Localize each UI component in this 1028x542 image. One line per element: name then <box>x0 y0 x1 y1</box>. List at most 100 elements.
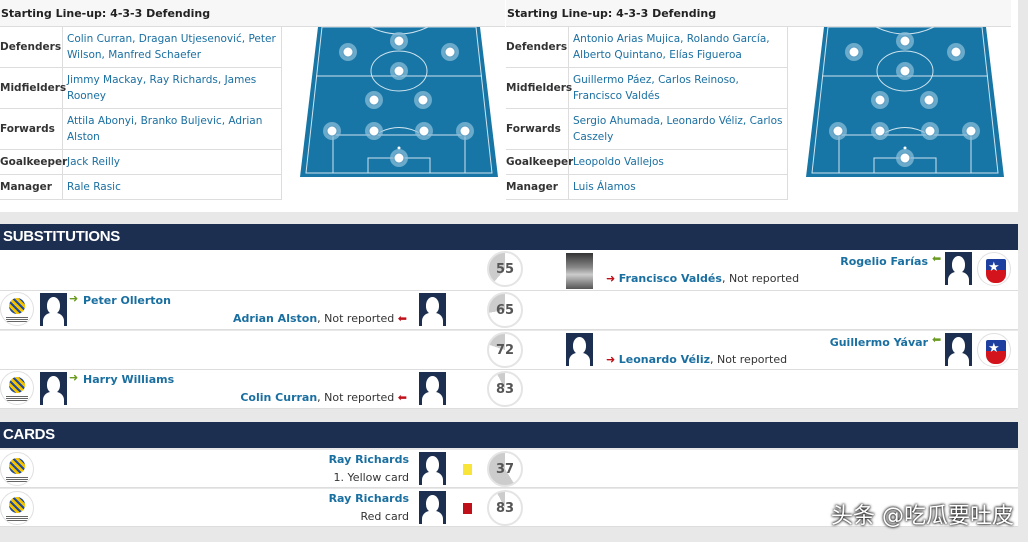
sub-out-arrow-icon: ⬅ <box>394 312 407 325</box>
pitch-field <box>806 27 1004 177</box>
player-names[interactable]: Attila Abonyi, Branko Buljevic, Adrian A… <box>67 115 263 143</box>
player-marker <box>899 152 911 164</box>
lineup-row-defenders: Defenders Antonio Arias Mujica, Rolando G… <box>506 27 787 68</box>
player-out-photo <box>419 372 446 405</box>
position-label: Defenders <box>506 27 569 67</box>
player-photo <box>419 491 446 524</box>
penalty-spot <box>903 146 907 150</box>
player-marker <box>393 65 405 77</box>
player-in-photo <box>945 252 972 285</box>
player-marker <box>874 125 886 137</box>
lineup-row-manager: Manager Luis Álamos <box>506 175 787 200</box>
sub-out-arrow-icon: ⬅ <box>394 391 407 404</box>
player-in-link[interactable]: Harry Williams <box>83 373 175 386</box>
sub-reason: , Not reported <box>710 353 788 366</box>
position-label: Goalkeeper <box>506 150 573 174</box>
player-marker <box>923 94 935 106</box>
home-team-logo <box>0 292 34 326</box>
lineup-row-goalkeeper: Goalkeeper Leopoldo Vallejos <box>506 150 787 175</box>
player-marker <box>326 125 338 137</box>
minute-clock: 37 <box>487 451 523 487</box>
formation-pitch <box>806 27 1004 177</box>
player-names[interactable]: Antonio Arias Mujica, Rolando García, Al… <box>573 33 770 61</box>
sub-reason: , Not reported <box>317 391 395 404</box>
player-out-photo <box>566 333 593 366</box>
lineups-section: Starting Line-up: 4-3-3 Defending Defend… <box>0 0 1018 212</box>
player-marker <box>899 65 911 77</box>
sub-out-arrow-icon: ➜ <box>606 353 619 366</box>
lineup-table: Defenders Colin Curran, Dragan Utjesenovi… <box>0 27 282 200</box>
lineup-title: Starting Line-up: 4-3-3 Defending <box>0 0 505 27</box>
player-names[interactable]: Leopoldo Vallejos <box>573 156 664 168</box>
player-marker <box>393 35 405 47</box>
lineup-row-forwards: Forwards Attila Abonyi, Branko Buljevic, … <box>0 109 281 150</box>
away-team-logo: ★ <box>977 252 1011 286</box>
player-names[interactable]: Sergio Ahumada, Leonardo Véliz, Carlos C… <box>573 115 783 143</box>
lineup-row-midfielders: Midfielders Guillermo Páez, Carlos Reinos… <box>506 68 787 109</box>
player-marker <box>417 94 429 106</box>
home-team-logo <box>0 491 34 525</box>
pitch-outline <box>811 27 999 174</box>
position-label: Goalkeeper <box>0 150 67 174</box>
lineup-table: Defenders Antonio Arias Mujica, Rolando G… <box>506 27 788 200</box>
sub-in-arrow-icon: ➜ <box>69 292 79 305</box>
lineup-row-manager: Manager Rale Rasic <box>0 175 281 200</box>
player-marker <box>342 46 354 58</box>
pitch-outline <box>305 27 493 174</box>
player-names[interactable]: Jimmy Mackay, Ray Richards, James Rooney <box>67 74 257 102</box>
player-link[interactable]: Ray Richards <box>328 453 409 466</box>
home-lineup: Starting Line-up: 4-3-3 Defending Defend… <box>0 0 505 210</box>
player-in-photo <box>40 372 67 405</box>
card-row: Ray Richards 1. Yellow card 37 <box>0 450 1018 488</box>
minute-clock: 72 <box>487 332 523 368</box>
card-icon <box>463 503 472 514</box>
player-marker <box>950 46 962 58</box>
minute-clock: 83 <box>487 490 523 526</box>
player-out-photo <box>566 253 593 289</box>
player-in-link[interactable]: Peter Ollerton <box>83 294 171 307</box>
player-marker <box>459 125 471 137</box>
player-names[interactable]: Jack Reilly <box>67 156 120 168</box>
position-label: Manager <box>0 175 63 199</box>
player-in-link[interactable]: Rogelio Farías <box>840 255 928 268</box>
substitution-row: 72 ➜ Leonardo Véliz, Not reported Guillerm… <box>0 331 1018 370</box>
player-out-link[interactable]: Colin Curran <box>240 391 318 404</box>
position-label: Midfielders <box>0 68 66 108</box>
player-marker <box>368 94 380 106</box>
player-names[interactable]: Colin Curran, Dragan Utjesenović, Peter … <box>67 33 276 61</box>
lineup-title: Starting Line-up: 4-3-3 Defending <box>506 0 1011 27</box>
player-out: Adrian Alston, Not reported ⬅ <box>233 312 407 325</box>
sub-reason: , Not reported <box>721 272 800 285</box>
substitutions-header: SUBSTITUTIONS <box>0 224 1018 250</box>
player-marker <box>924 125 936 137</box>
scrollbar[interactable] <box>1018 0 1028 542</box>
player-out-link[interactable]: Leonardo Véliz <box>618 353 711 366</box>
minute-clock: 83 <box>487 371 523 407</box>
player-in-link[interactable]: Guillermo Yávar <box>829 336 928 349</box>
lineup-row-midfielders: Midfielders Jimmy Mackay, Ray Richards, J… <box>0 68 281 109</box>
player-link[interactable]: Ray Richards <box>328 492 409 505</box>
card-row: Ray Richards Red card 83 <box>0 489 1018 527</box>
penalty-box <box>838 134 972 173</box>
player-photo <box>419 452 446 485</box>
player-out-link[interactable]: Adrian Alston <box>233 312 318 325</box>
penalty-spot <box>397 146 401 150</box>
sub-in-arrow-icon: ⬅ <box>932 252 942 265</box>
player-out: ➜ Leonardo Véliz, Not reported <box>606 353 787 366</box>
cards-header: CARDS <box>0 422 1018 448</box>
penalty-box <box>332 134 466 173</box>
minute-clock: 65 <box>487 292 523 328</box>
sub-in-arrow-icon: ⬅ <box>932 333 942 346</box>
center-circle <box>876 50 934 92</box>
player-names[interactable]: Rale Rasic <box>67 181 121 193</box>
player-marker <box>832 125 844 137</box>
player-marker <box>368 125 380 137</box>
player-marker <box>393 152 405 164</box>
player-out-link[interactable]: Francisco Valdés <box>618 272 722 285</box>
position-label: Defenders <box>0 27 63 67</box>
center-circle <box>370 50 428 92</box>
player-names[interactable]: Guillermo Páez, Carlos Reinoso, Francisc… <box>573 74 739 102</box>
player-out-photo <box>419 293 446 326</box>
card-type: 1. Yellow card <box>333 471 409 484</box>
player-names[interactable]: Luis Álamos <box>573 181 636 193</box>
